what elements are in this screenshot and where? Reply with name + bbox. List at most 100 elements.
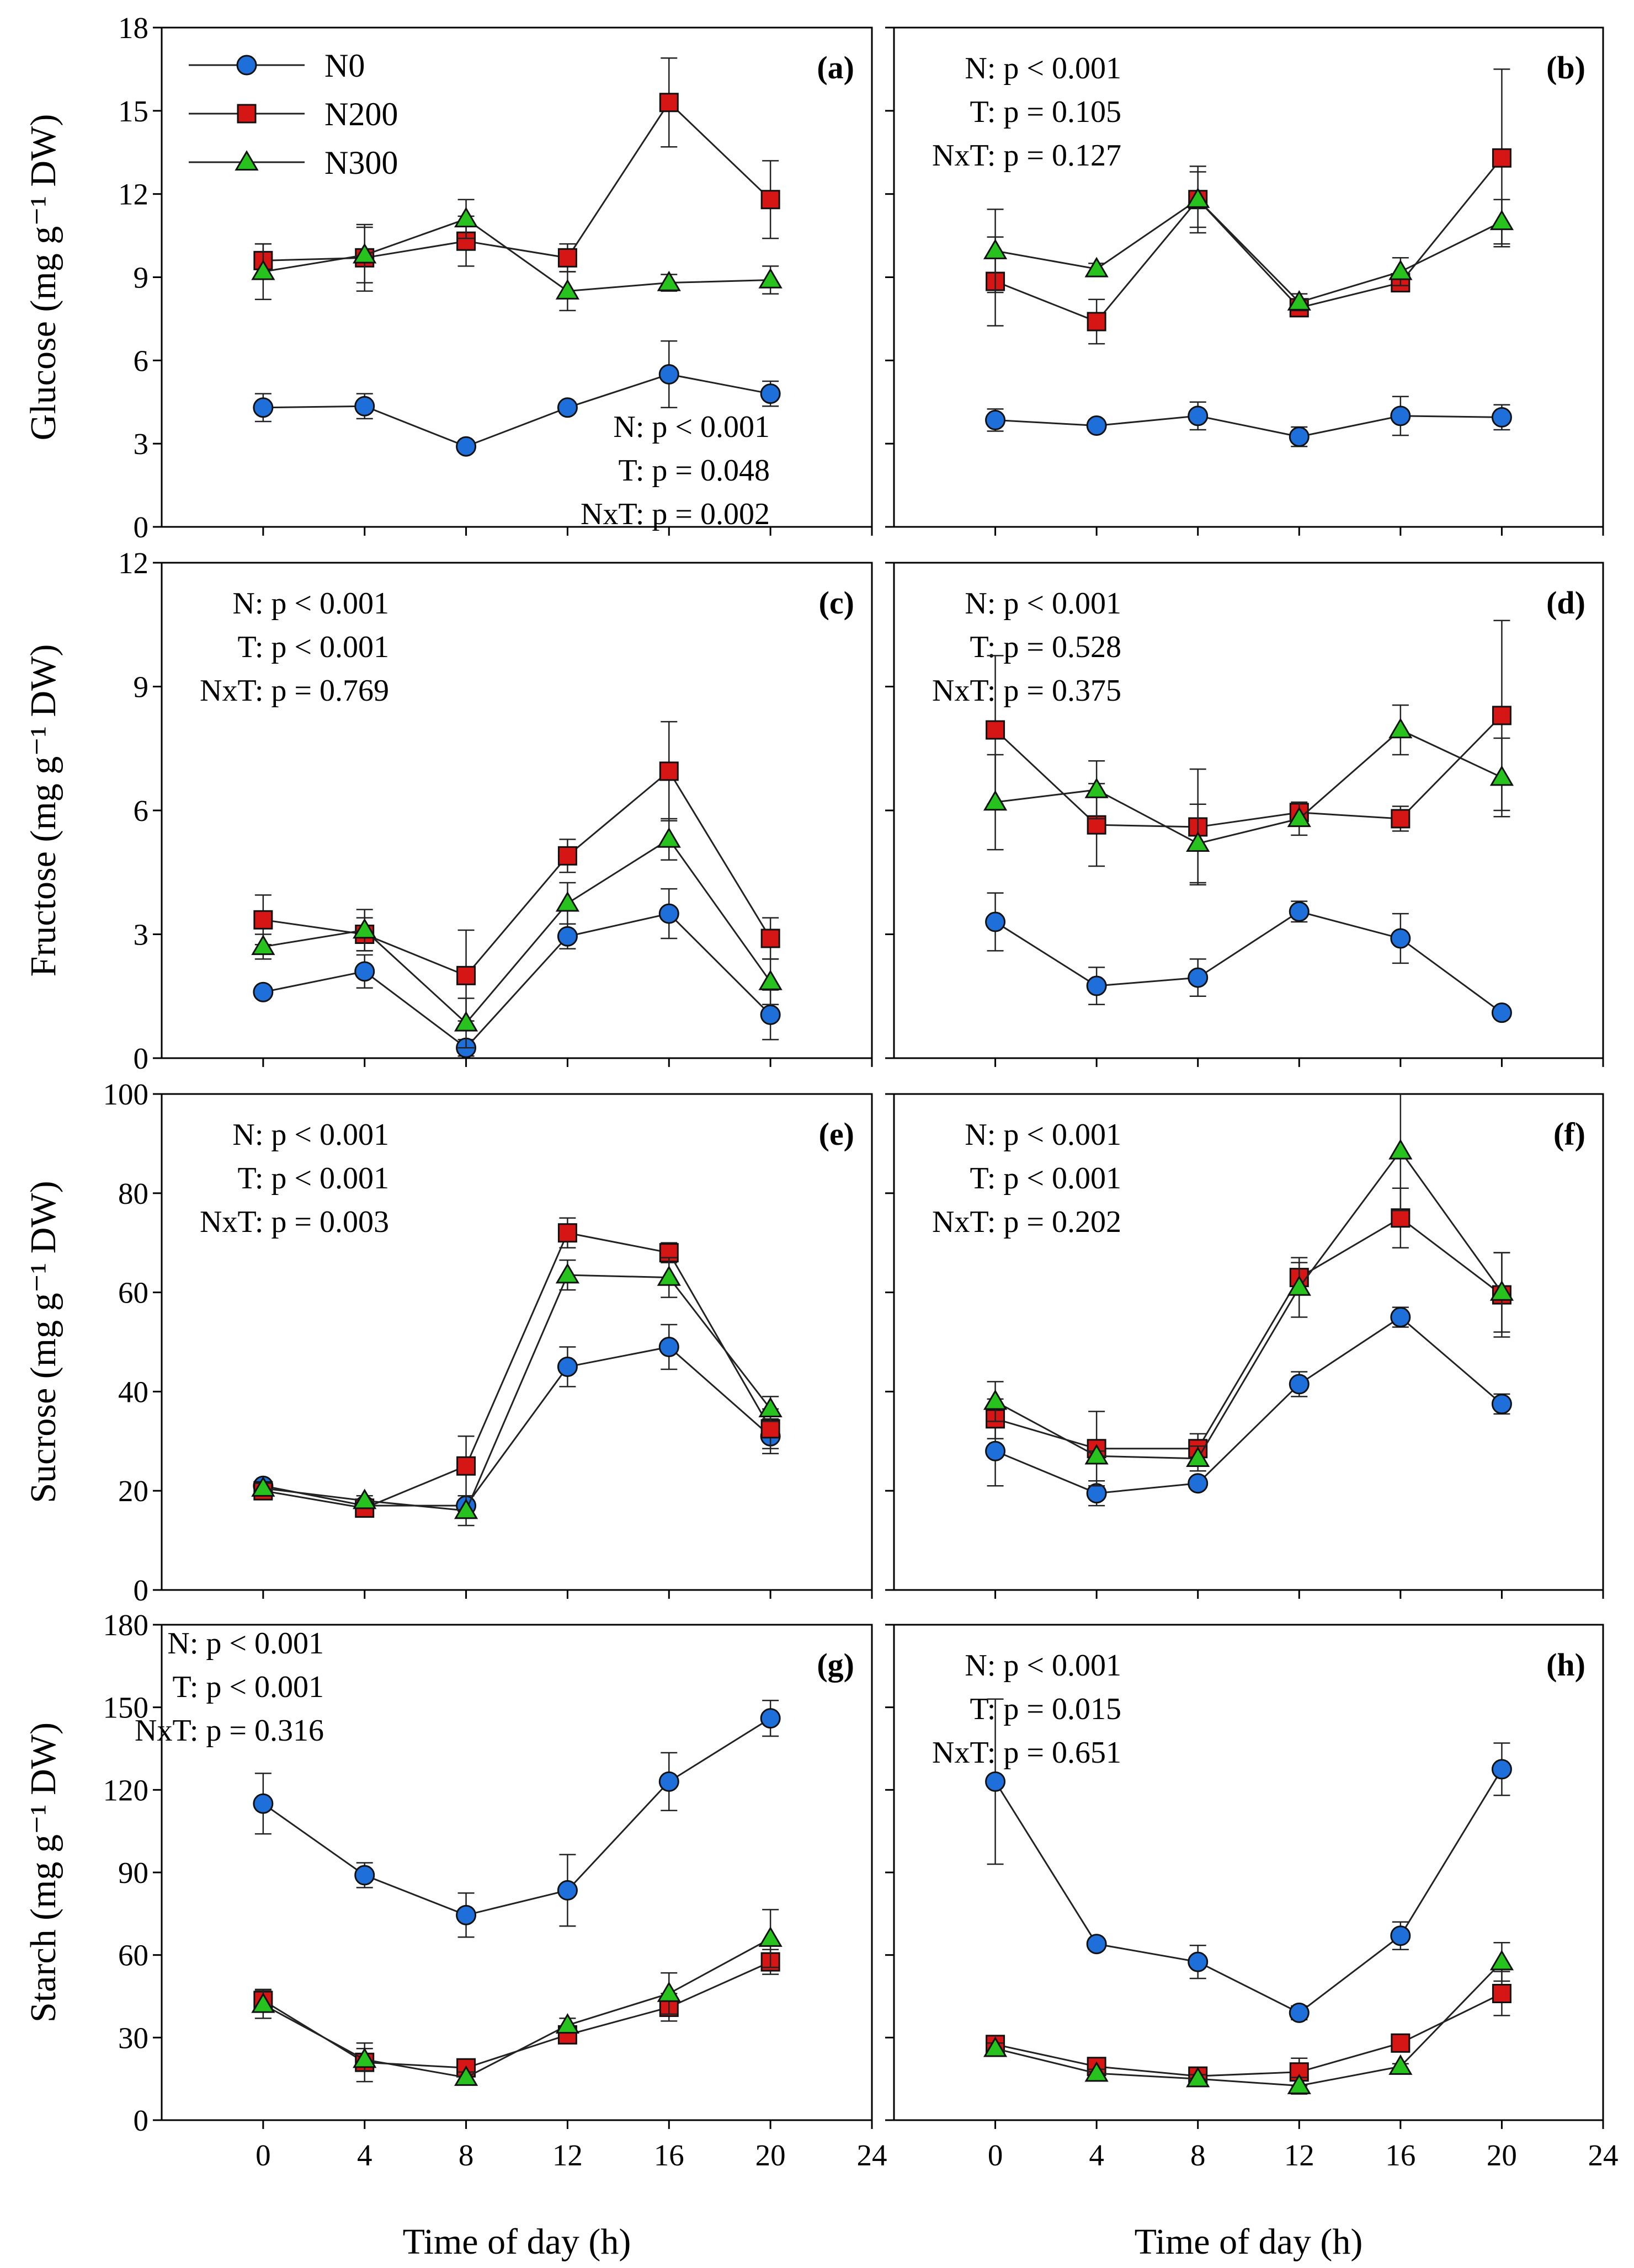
data-point: [253, 397, 274, 418]
x-tick-label: 8: [1190, 2138, 1206, 2172]
stats-annotation: N: p < 0.001 T: p < 0.001 NxT: p = 0.003: [200, 1118, 389, 1239]
data-point: [1287, 2073, 1311, 2094]
data-point: [1390, 928, 1411, 949]
panel-label: (h): [1546, 1647, 1585, 1683]
data-point: [1390, 1925, 1411, 1946]
data-point: [456, 1904, 477, 1925]
stats-line: N: p < 0.001: [965, 586, 1121, 621]
data-point: [557, 846, 577, 866]
y-tick-label: 40: [118, 1375, 148, 1408]
data-point: [1186, 187, 1210, 208]
series-line: [994, 714, 1503, 828]
stats-line: T: p < 0.001: [172, 1670, 324, 1704]
data-point: [659, 761, 679, 781]
data-point: [985, 1771, 1006, 1792]
stats-line: T: p = 0.048: [618, 453, 770, 488]
series-n200: [253, 1217, 780, 1518]
data-point: [353, 243, 377, 264]
series-line: [263, 912, 771, 1049]
series-n300: [251, 1909, 783, 2086]
data-point: [353, 2047, 377, 2068]
y-tick-label: 0: [134, 1042, 149, 1075]
series-line: [995, 415, 1502, 438]
data-point: [1289, 1374, 1310, 1395]
series-n0: [985, 892, 1512, 1023]
y-tick-label: 12: [118, 546, 148, 580]
series-n300: [251, 1257, 783, 1527]
data-point: [251, 1476, 275, 1497]
x-tick-label: 16: [654, 2138, 684, 2172]
data-point: [1084, 777, 1109, 798]
series-line: [263, 770, 771, 977]
legend-label: N300: [324, 145, 398, 181]
data-point: [253, 910, 273, 930]
panel-label: (d): [1546, 585, 1585, 621]
series-n300: [983, 171, 1514, 312]
stats-line: NxT: p = 0.002: [581, 497, 770, 531]
data-point: [251, 1992, 275, 2013]
data-point: [1491, 1394, 1512, 1415]
data-point: [1492, 706, 1511, 725]
y-axis-label: Glucose (mg g⁻¹ DW): [23, 114, 63, 441]
stats-annotation: N: p < 0.001 T: p < 0.001 NxT: p = 0.202: [932, 1118, 1121, 1239]
data-point: [658, 364, 679, 385]
data-point: [251, 935, 275, 956]
data-point: [1391, 809, 1411, 829]
y-tick-label: 18: [118, 11, 148, 45]
stats-line: NxT: p = 0.316: [135, 1714, 324, 1748]
x-tick-label: 12: [552, 2138, 583, 2172]
stats-line: T: p < 0.001: [237, 1161, 389, 1196]
stats-line: NxT: p = 0.651: [932, 1736, 1121, 1770]
legend-marker: [235, 150, 259, 171]
series-line: [994, 1316, 1503, 1495]
stats-annotation: N: p < 0.001 T: p = 0.048 NxT: p = 0.002: [581, 410, 770, 531]
data-point: [657, 1265, 681, 1286]
data-point: [1388, 2054, 1413, 2075]
legend-entry-n0: N0: [189, 47, 365, 84]
data-point: [456, 436, 477, 457]
data-point: [1086, 975, 1107, 996]
data-point: [1287, 290, 1311, 311]
legend-entry-n200: N200: [189, 96, 398, 132]
data-point: [557, 926, 578, 947]
data-point: [758, 969, 783, 990]
y-axis-label: Starch (mg g⁻¹ DW): [23, 1722, 63, 2022]
stats-line: T: p = 0.015: [970, 1692, 1121, 1726]
data-point: [1489, 1950, 1514, 1971]
data-point: [985, 1440, 1006, 1461]
series-n300: [983, 1941, 1514, 2095]
data-point: [758, 1397, 783, 1418]
data-point: [760, 1419, 780, 1439]
data-point: [1287, 807, 1311, 828]
series-n0: [985, 1698, 1512, 2023]
series-line: [263, 1938, 771, 2079]
data-point: [555, 2013, 580, 2034]
panel-g: 0 30 60 90 120 150 180 0 4 8 12 16 20 24 Starch (mg g⁻…: [23, 1608, 887, 2172]
y-tick-label: 60: [118, 1276, 148, 1310]
data-point: [1287, 1275, 1311, 1296]
x-tick-label: 12: [1284, 2138, 1314, 2172]
x-tick-label: 20: [755, 2138, 786, 2172]
data-point: [557, 1223, 577, 1243]
data-point: [557, 397, 578, 418]
y-tick-label: 100: [103, 1077, 149, 1111]
series-line: [995, 157, 1503, 323]
data-point: [1188, 1951, 1209, 1972]
series-line: [994, 910, 1503, 1013]
data-point: [1390, 1307, 1411, 1328]
data-point: [354, 961, 375, 982]
data-point: [555, 1263, 580, 1284]
legend: N0 N200 N300: [189, 47, 398, 181]
data-point: [659, 93, 679, 113]
y-tick-label: 9: [134, 261, 149, 295]
data-point: [1489, 210, 1514, 231]
panel-f: (f) N: p < 0.001 T: p < 0.001 NxT: p = 0.20…: [885, 1093, 1604, 1599]
data-point: [557, 248, 577, 268]
stats-line: T: p = 0.528: [970, 630, 1121, 664]
data-point: [1289, 901, 1310, 922]
x-tick-label: 4: [1089, 2138, 1104, 2172]
data-point: [1390, 405, 1411, 426]
series-line: [994, 1769, 1503, 2014]
series-line: [995, 198, 1503, 303]
